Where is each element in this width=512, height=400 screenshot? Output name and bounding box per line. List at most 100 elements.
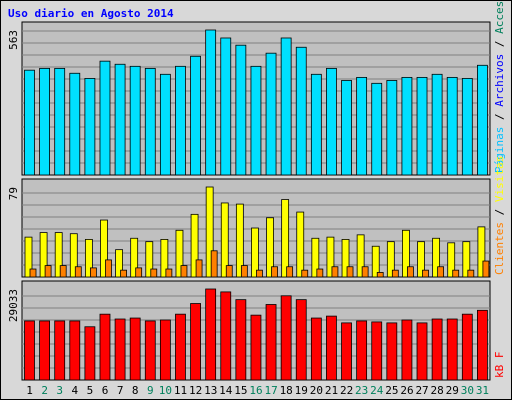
bar [326,315,337,381]
bar [371,82,383,176]
bar [235,44,247,176]
bar [99,313,111,381]
legend-entry: Visitas [493,156,506,202]
legend-entry: kB F [493,352,506,379]
bar [286,266,294,278]
bar [145,241,154,278]
bar [84,78,96,176]
legend-entry: Clientes [493,222,506,275]
x-tick-label: 10 [159,384,172,397]
y-tick-label: 563 [7,30,20,50]
bar [190,55,201,176]
legend-separator: / [493,34,506,54]
bar [295,299,307,381]
bar [129,317,141,381]
bar [371,321,383,381]
bar [150,268,158,278]
x-tick-label: 24 [370,384,384,397]
bar [115,249,123,278]
legend: Páginas / Archivos / Accesos [493,0,506,173]
bar [422,269,429,278]
x-tick-label: 17 [264,384,277,397]
bar [84,326,96,381]
bar [24,69,35,176]
bar [190,213,199,278]
bar [195,259,203,278]
bar [361,266,369,278]
bar [462,241,471,278]
x-tick-label: 16 [249,384,262,397]
x-tick-label: 7 [117,384,124,397]
bar [296,211,305,278]
bar [235,203,244,278]
bar [180,265,188,278]
bar [39,67,50,176]
bar [69,72,81,176]
bar [326,236,335,278]
bar [386,322,398,381]
bar [24,236,33,278]
bar [356,76,368,176]
bar [74,266,82,278]
bar [175,313,186,381]
bar [431,73,443,176]
legend-entry: Archivos [493,54,506,107]
bar [416,322,428,381]
x-tick-label: 21 [325,384,338,397]
bar [190,303,201,381]
x-tick-label: 29 [446,384,459,397]
bar [251,227,259,278]
bar [144,67,156,176]
bar [205,29,217,176]
x-tick-label: 2 [41,384,48,397]
x-tick-label: 3 [56,384,63,397]
bar [401,319,413,381]
x-tick-label: 1 [26,384,33,397]
bar [356,320,368,381]
bar [265,52,277,176]
bar [144,320,156,381]
bar [160,239,169,278]
bar [467,269,475,278]
bar [477,64,488,176]
bar [59,265,67,278]
x-tick-label: 14 [219,384,233,397]
bar [250,314,262,381]
bar [205,288,217,381]
x-tick-label: 9 [147,384,154,397]
bar [437,266,445,278]
bar [386,80,398,176]
bar [432,237,441,278]
x-tick-label: 15 [234,384,247,397]
bar [84,239,93,278]
legend: Clientes / Visitas [493,156,506,275]
bar [281,199,290,278]
bar [407,266,414,278]
bar [401,76,413,176]
bar [256,269,263,278]
bar [135,267,143,278]
x-tick-label: 26 [400,384,413,397]
bar [120,269,127,278]
legend: kB F [493,352,506,379]
bar [159,319,171,381]
bar [311,237,320,278]
bar [114,63,126,176]
bar [280,295,292,381]
bar [114,318,126,381]
legend-separator: / [493,107,506,127]
bar [295,46,307,176]
bar [310,73,322,176]
x-tick-label: 31 [476,384,489,397]
bar [431,318,443,381]
bar [346,266,354,278]
x-tick-label: 13 [204,384,217,397]
bar [175,65,186,176]
legend-entry: Accesos [493,0,506,34]
x-tick-label: 4 [72,384,79,397]
bar [69,233,78,278]
bar [130,237,139,278]
bar [266,217,274,278]
bar [446,318,458,381]
bar [250,65,262,176]
